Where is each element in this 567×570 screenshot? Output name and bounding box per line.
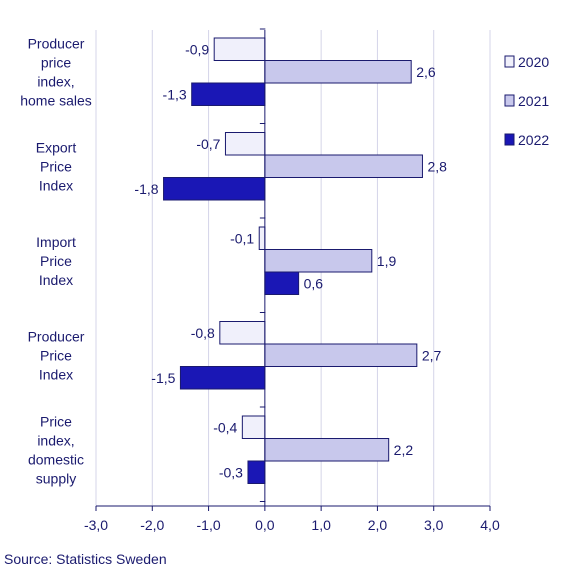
bar-2020 xyxy=(213,37,266,61)
bar-2021 xyxy=(264,343,418,367)
data-label: -0,7 xyxy=(196,136,220,152)
x-tick-label: 1,0 xyxy=(311,517,331,533)
data-label: -0,3 xyxy=(219,464,243,480)
data-label: -1,8 xyxy=(134,181,158,197)
x-axis: -3,0 -2,0 -1,0 0,0 1,0 2,0 3,0 4,0 xyxy=(84,28,500,533)
bar-2022 xyxy=(247,460,266,484)
bar-2021 xyxy=(264,154,423,178)
legend-swatch-2020 xyxy=(504,55,515,68)
category-label: Import Price Index xyxy=(36,234,76,288)
data-label: 2,8 xyxy=(427,158,447,174)
category-label: Price index, domestic supply xyxy=(28,413,84,486)
legend: 2020 2021 2022 xyxy=(504,54,549,148)
category-label: Producer price index, home sales xyxy=(20,35,92,108)
bar-2021 xyxy=(264,249,373,273)
source-note: Source: Statistics Sweden xyxy=(4,551,167,567)
bar-2020 xyxy=(224,132,266,156)
legend-label-2020: 2020 xyxy=(518,54,549,70)
legend-label-2022: 2022 xyxy=(518,132,549,148)
bar-2022 xyxy=(163,177,266,201)
category-label: Producer Price Index xyxy=(28,328,85,382)
category-labels: Producer price index, home sales Export Price… xyxy=(20,35,92,486)
bars: -0,9 2,6 -1,3 -0,7 2,8 -1,8 -0,1 1,9 0,6 -0,8 2,7 -… xyxy=(134,37,447,484)
data-label: 0,6 xyxy=(304,275,324,291)
legend-label-2021: 2021 xyxy=(518,93,549,109)
bar-2020 xyxy=(219,321,266,345)
x-tick-label: 3,0 xyxy=(424,517,444,533)
data-label: 2,7 xyxy=(422,347,442,363)
bar-2021 xyxy=(264,438,390,462)
x-tick-label: 0,0 xyxy=(255,517,275,533)
x-tick-label: -2,0 xyxy=(140,517,164,533)
bar-2022 xyxy=(179,366,266,390)
data-label: -0,8 xyxy=(191,325,215,341)
legend-swatch-2022 xyxy=(504,133,515,146)
gridlines xyxy=(95,30,491,506)
data-label: -0,9 xyxy=(185,41,209,57)
x-tick-label: 4,0 xyxy=(480,517,500,533)
data-label: -0,1 xyxy=(230,230,254,246)
bar-2022 xyxy=(264,271,300,295)
data-label: 2,6 xyxy=(416,64,436,80)
bar-2020 xyxy=(241,415,266,439)
data-label: -1,5 xyxy=(151,370,175,386)
data-label: -0,4 xyxy=(213,419,237,435)
data-label: 2,2 xyxy=(394,442,414,458)
bar-2022 xyxy=(191,82,266,106)
bar-2021 xyxy=(264,60,412,84)
legend-swatch-2021 xyxy=(504,94,515,107)
x-tick-label: -3,0 xyxy=(84,517,108,533)
data-label: 1,9 xyxy=(377,253,397,269)
category-label: Export Price Index xyxy=(36,139,77,193)
x-tick-label: -1,0 xyxy=(197,517,221,533)
data-label: -1,3 xyxy=(163,86,187,102)
bar-2020 xyxy=(258,226,266,250)
x-tick-label: 2,0 xyxy=(368,517,388,533)
